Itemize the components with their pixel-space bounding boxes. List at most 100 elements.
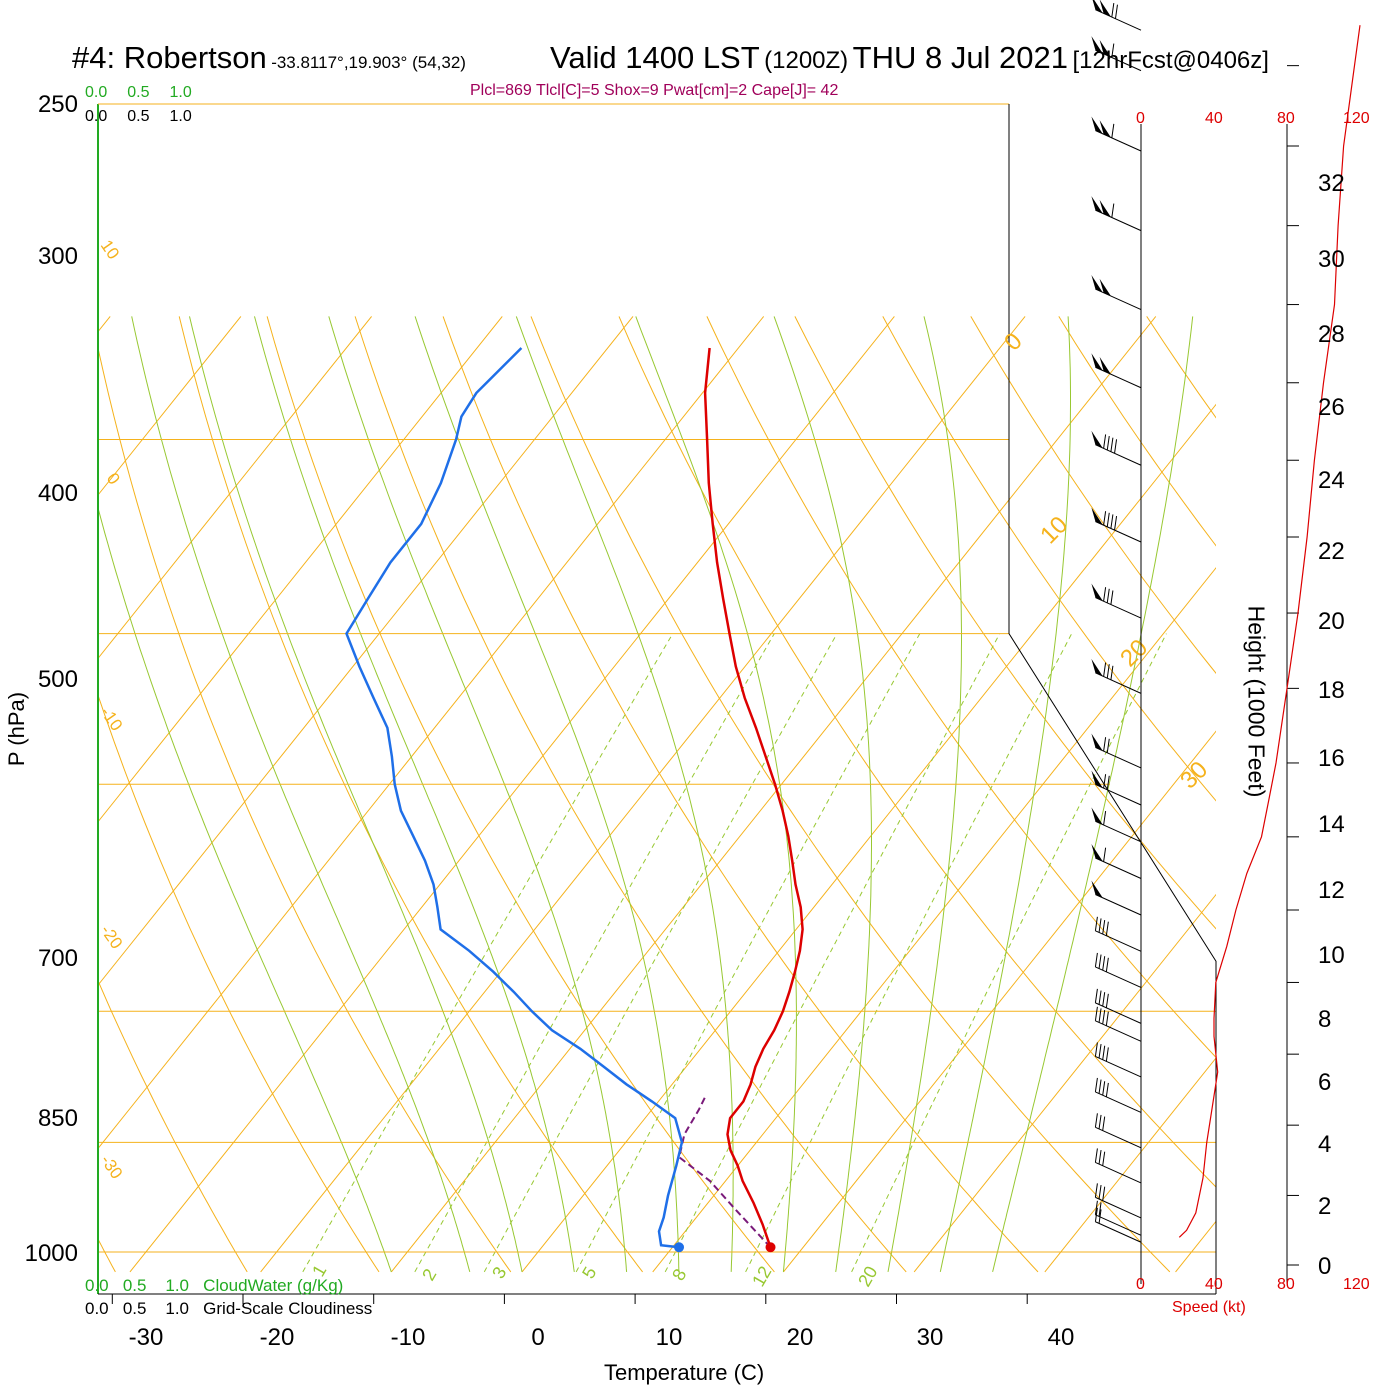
moist-adiabat-line <box>992 316 1194 1273</box>
frame-right <box>1008 104 1217 1294</box>
wind-barb-staff <box>1095 672 1142 694</box>
wind-barb-staff <box>1095 746 1142 769</box>
wind-barb-flag <box>1091 507 1103 525</box>
wind-barb-staff <box>1095 930 1142 952</box>
dry-adiabat-line <box>706 316 1216 1059</box>
p-tick-500: 500 <box>37 666 78 693</box>
h-tick-18: 18 <box>1318 677 1345 704</box>
dry-adiabat-lines <box>98 316 1216 1273</box>
moist-adiabat-line <box>328 316 628 1272</box>
wind-barb-staff <box>1095 820 1142 843</box>
wind-barb-feather <box>1103 847 1107 862</box>
h-tick-16: 16 <box>1318 745 1345 772</box>
isotherm-label: 30 <box>1175 756 1213 794</box>
dry-adiabat-line <box>882 316 1216 802</box>
surface-dewpoint-marker <box>674 1242 685 1253</box>
mixing-ratio-line <box>302 633 674 1273</box>
isotherm-line <box>783 730 1216 1273</box>
cloudwater-scale-top: 0.0 0.5 1.0 <box>85 84 212 102</box>
mixing-ratio-line <box>745 633 1073 1273</box>
wind-barb-feather <box>1102 992 1106 1007</box>
wind-barb-feather <box>1106 512 1110 527</box>
wind-barb-feather <box>1105 993 1109 1008</box>
moist-adiabat-line <box>635 316 797 1272</box>
wind-barb-flag <box>1099 199 1111 218</box>
wind-barb-feather <box>1102 1116 1106 1131</box>
header-valid: Valid 1400 LST (1200Z) THU 8 Jul 2021 [1… <box>550 40 1269 76</box>
speed-tick-top-80: 80 <box>1277 110 1295 127</box>
moist-adiabat-line <box>773 316 872 1272</box>
valid-time: Valid 1400 LST <box>550 40 760 75</box>
wind-barbs <box>1091 0 1142 1243</box>
dry-adiabat-label: -10 <box>97 703 127 734</box>
wind-barb-feather <box>1102 1009 1106 1025</box>
wind-barb-flag <box>1091 430 1103 449</box>
dry-adiabat-line <box>98 345 512 1273</box>
cloudwater-scale-bottom: 0.0 0.5 1.0 CloudWater (g/Kg) <box>85 1276 343 1296</box>
wind-barb-feather <box>1094 1200 1098 1215</box>
cw-tick-bot-2: 1.0 <box>165 1276 189 1295</box>
speed-tick-bot-80: 80 <box>1277 1276 1295 1293</box>
wind-barb-staff <box>1095 1196 1142 1219</box>
wind-barb-feather <box>1098 1149 1102 1165</box>
cloudiness-scale-top: 0.0 0.5 1.0 <box>85 108 212 126</box>
wind-barb-feather <box>1098 918 1102 933</box>
wind-barb-staff <box>1095 209 1142 232</box>
cw-tick-top-1: 0.5 <box>127 84 150 101</box>
h-tick-30: 30 <box>1318 246 1345 273</box>
wind-barb-staff <box>1095 521 1142 543</box>
wind-barb-staff <box>1095 1221 1142 1243</box>
wind-barb-feather <box>1103 810 1107 826</box>
moist-adiabat-line <box>131 316 471 1273</box>
moist-adiabat-lines <box>98 316 1194 1273</box>
mixing-ratio-label: 12 <box>748 1263 775 1290</box>
wind-barb-feather <box>1110 514 1114 529</box>
wind-barb-staff <box>1095 966 1142 988</box>
wind-barb-feather <box>1110 437 1114 452</box>
h-tick-0: 0 <box>1318 1253 1332 1280</box>
plot-frame <box>97 103 1217 1304</box>
zulu-time: (1200Z) <box>764 47 849 74</box>
cl-tick-bot-0: 0.0 <box>85 1299 109 1318</box>
isotherm-line <box>98 316 242 496</box>
speed-tick-top-40: 40 <box>1205 110 1223 127</box>
wind-barb-staff <box>1095 49 1142 72</box>
wind-barb-feather <box>1098 1114 1102 1129</box>
wind-barb-flag <box>1091 770 1103 788</box>
speed-tick-top-120: 120 <box>1343 110 1370 127</box>
wind-barb-staff <box>1095 9 1142 31</box>
cl-tick-top-2: 1.0 <box>169 108 192 125</box>
wind-barb-staff <box>1095 444 1142 466</box>
wind-barb-feather <box>1103 774 1107 789</box>
isotherm-label: 10 <box>1035 511 1073 549</box>
p-tick-850: 850 <box>37 1105 78 1132</box>
cw-tick-top-2: 1.0 <box>169 84 192 101</box>
t-tick-20: 20 <box>786 1324 814 1351</box>
wind-barb-flag <box>1091 807 1103 825</box>
isobar-lines <box>98 438 1216 1253</box>
wind-barb-flag <box>1091 196 1103 214</box>
p-tick-400: 400 <box>37 480 78 507</box>
wind-barb-feather <box>1106 775 1110 790</box>
dry-adiabat-line <box>354 316 907 1273</box>
wind-barb-feather <box>1103 511 1107 526</box>
t-tick-m20: -20 <box>259 1324 295 1351</box>
wind-barb-feather <box>1094 916 1098 931</box>
mixing-ratio-lines <box>302 633 1167 1273</box>
wind-barb-flag <box>1091 275 1103 293</box>
temperature-axis-title: Temperature (C) <box>604 1360 765 1385</box>
wind-barb-feather <box>1094 1183 1098 1198</box>
wind-barb-feather <box>1111 123 1115 138</box>
cl-tick-top-0: 0.0 <box>85 108 108 125</box>
mixing-ratio-line <box>851 633 1167 1273</box>
wind-barb-staff <box>1095 1091 1142 1113</box>
wind-barb-feather <box>1098 1184 1102 1200</box>
dry-adiabat-line <box>618 316 1216 1188</box>
wind-barb-feather <box>1105 1011 1109 1026</box>
mixing-ratio-line <box>664 633 1001 1273</box>
isotherm-line <box>98 316 765 1150</box>
isotherm-line <box>1044 1057 1216 1273</box>
cw-tick-bot-0: 0.0 <box>85 1276 109 1295</box>
wind-barb-flag <box>1099 120 1111 138</box>
